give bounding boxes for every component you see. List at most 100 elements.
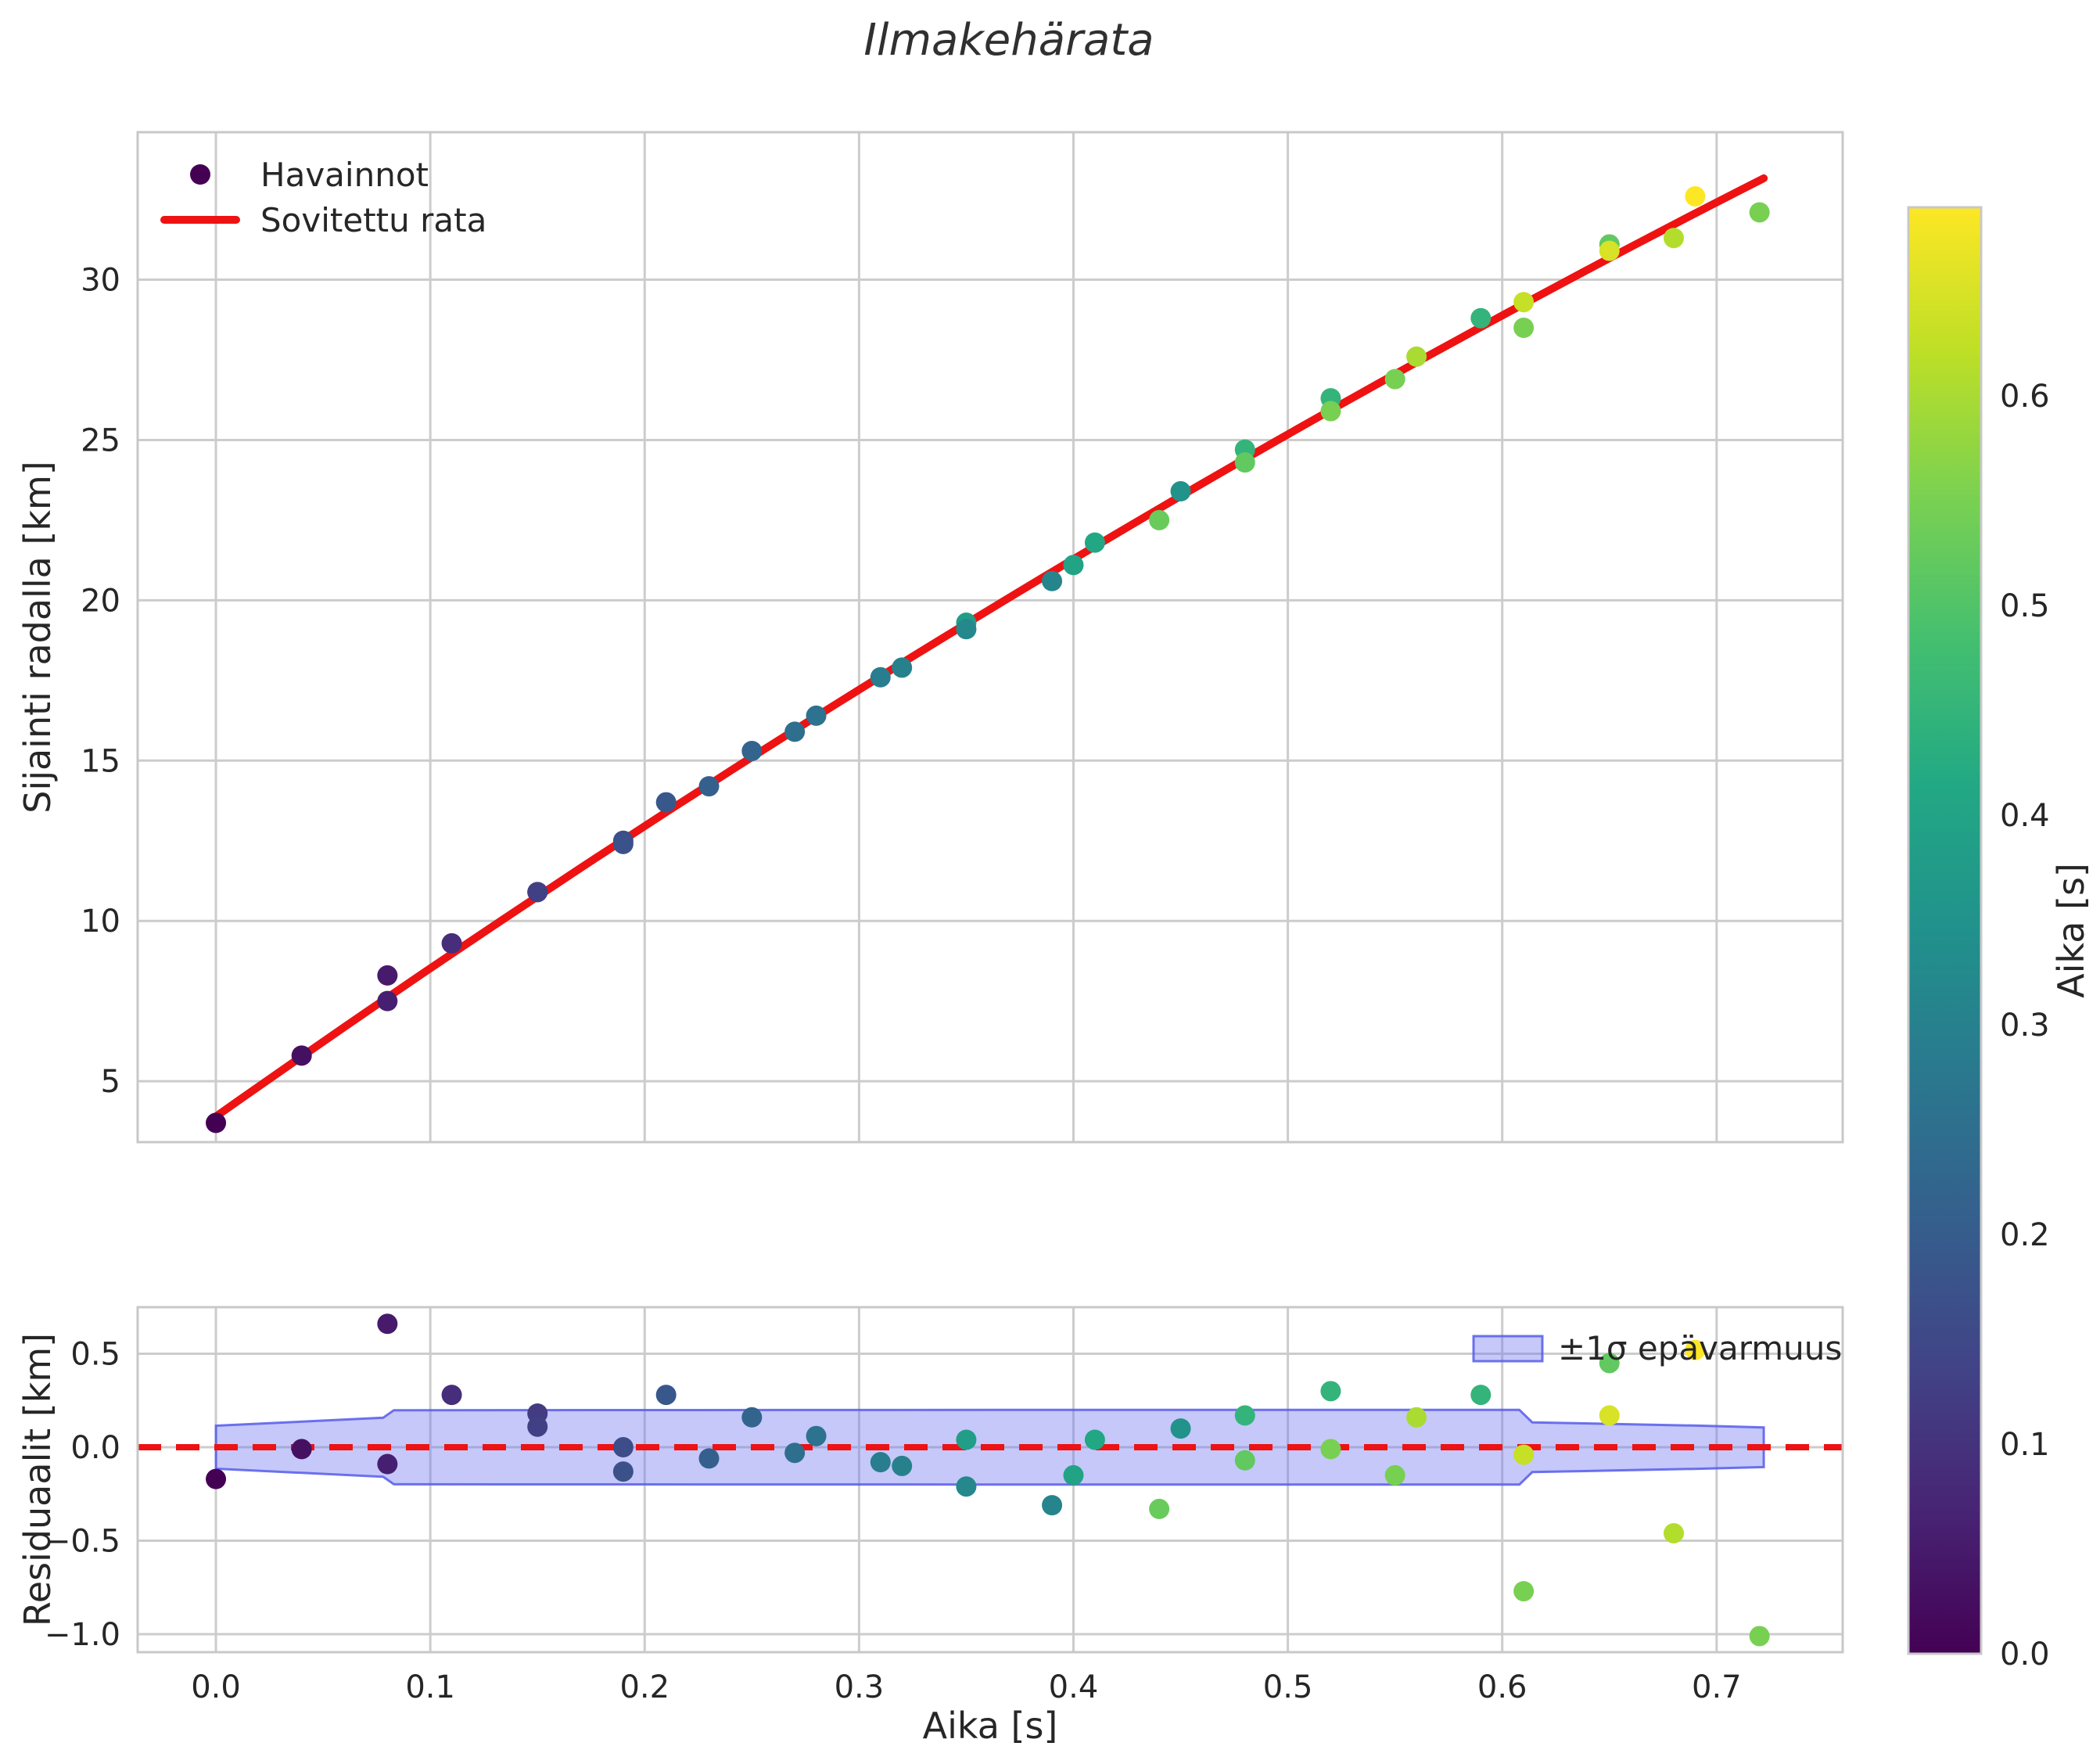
tick-label: 30: [81, 263, 120, 299]
residual-point: [1384, 1464, 1405, 1486]
tick-label: 0.2: [2000, 1217, 2050, 1253]
scatter-point: [377, 990, 398, 1011]
residual-point: [892, 1455, 913, 1476]
tick-label: 0.0: [2000, 1637, 2050, 1673]
residual-point: [1042, 1495, 1063, 1516]
residual-point: [956, 1429, 977, 1450]
scatter-point: [806, 705, 827, 726]
tick-label: 0.5: [1263, 1669, 1313, 1705]
scatter-point: [527, 882, 548, 903]
scatter-point: [1063, 555, 1084, 576]
tick-label: 0.4: [1049, 1669, 1099, 1705]
x-axis-tick-labels: 0.0 0.1 0.2 0.3 0.4 0.5 0.6 0.7: [191, 1669, 1741, 1705]
residual-plot-grid: [138, 1307, 1843, 1652]
tick-label: 0.3: [835, 1669, 885, 1705]
residual-plot-ylabel: Residuaalit [km]: [16, 1333, 59, 1626]
residual-point: [1063, 1464, 1084, 1486]
residual-point: [655, 1385, 677, 1406]
scatter-point: [870, 667, 891, 688]
residual-point: [1406, 1407, 1427, 1428]
scatter-point: [612, 833, 634, 854]
top-plot-grid: [138, 132, 1843, 1142]
top-plot-legend: Havainnot Sovitettu rata: [160, 156, 486, 239]
colorbar-gradient: [1907, 206, 1983, 1655]
legend-band-patch-icon: [1472, 1335, 1544, 1363]
residual-point: [1749, 1626, 1770, 1647]
tick-label: −0.5: [45, 1524, 120, 1560]
residual-point: [612, 1461, 634, 1482]
scatter-point: [1664, 228, 1685, 249]
scatter-point: [1084, 532, 1105, 553]
residual-point: [206, 1468, 227, 1489]
legend-label-band: ±1σ epävarmuus: [1558, 1329, 1842, 1367]
tick-label: 20: [81, 583, 120, 619]
tick-label: 25: [81, 422, 120, 458]
scatter-point: [741, 740, 763, 761]
tick-label: 5: [101, 1064, 120, 1100]
residual-point: [1149, 1498, 1170, 1519]
tick-label: 15: [81, 743, 120, 779]
colorbar-label: Aika [s]: [2050, 863, 2092, 998]
scatter-point: [1513, 318, 1535, 339]
residual-point: [1234, 1405, 1255, 1426]
scatter-point: [1320, 401, 1341, 422]
residual-point: [870, 1452, 891, 1473]
residual-point: [806, 1425, 827, 1446]
residual-point: [1513, 1444, 1535, 1465]
scatter-point: [784, 721, 806, 742]
residual-plot-frame: [136, 1306, 1844, 1654]
residual-point: [612, 1437, 634, 1458]
residual-point: [698, 1448, 720, 1469]
residual-point: [291, 1439, 312, 1460]
scatter-point: [1470, 307, 1492, 329]
tick-label: 10: [81, 904, 120, 940]
residual-point: [377, 1313, 398, 1335]
residual-point: [956, 1476, 977, 1497]
residual-point: [1234, 1450, 1255, 1471]
scatter-point: [1749, 202, 1770, 223]
scatter-point: [1170, 481, 1191, 502]
tick-label: 0.3: [2000, 1008, 2050, 1044]
top-plot-ytick-labels: 5 10 15 20 25 30: [81, 263, 120, 1101]
top-plot-ylabel: Sijainti radalla [km]: [16, 461, 59, 814]
fitted-line: [212, 174, 1768, 1121]
scatter-point: [655, 792, 677, 813]
residual-plot-data: [138, 1313, 1843, 1647]
residual-point: [1685, 1339, 1706, 1360]
colorbar: 0.0 0.1 0.2 0.3 0.4 0.5 0.6 Aika [s]: [1907, 206, 2092, 1673]
colorbar-tick-labels: 0.0 0.1 0.2 0.3 0.4 0.5 0.6: [2000, 379, 2050, 1673]
scatter-point: [1234, 452, 1255, 473]
tick-label: 0.2: [619, 1669, 669, 1705]
tick-label: 0.5: [2000, 588, 2050, 624]
scatter-point: [1384, 368, 1405, 390]
tick-label: 0.0: [191, 1669, 241, 1705]
tick-label: 0.1: [2000, 1427, 2050, 1463]
residual-plot-legend: ±1σ epävarmuus: [1472, 1329, 1842, 1367]
tick-label: −1.0: [45, 1617, 120, 1653]
residual-point: [1470, 1385, 1492, 1406]
scatter-point: [441, 932, 462, 954]
scatter-point: [1599, 240, 1620, 261]
legend-label-fit: Sovitettu rata: [260, 201, 486, 239]
tick-label: 0.0: [70, 1430, 120, 1466]
residual-plot-ytick-labels: 0.5 0.0 −0.5 −1.0: [45, 1337, 120, 1654]
residual-point: [1320, 1439, 1341, 1460]
scatter-point: [291, 1045, 312, 1066]
tick-label: 0.5: [70, 1337, 120, 1373]
x-axis-label: Aika [s]: [923, 1705, 1058, 1747]
tick-label: 0.6: [1477, 1669, 1527, 1705]
scatter-point: [1149, 509, 1170, 530]
scatter-point: [892, 657, 913, 678]
tick-label: 0.1: [405, 1669, 455, 1705]
legend-marker-dot-icon: [190, 164, 210, 185]
residual-point: [784, 1443, 806, 1464]
scatter-point: [1042, 570, 1063, 591]
residual-point: [441, 1385, 462, 1406]
residual-point: [527, 1416, 548, 1437]
tick-label: 0.7: [1692, 1669, 1742, 1705]
tick-label: 0.6: [2000, 379, 2050, 415]
residual-point: [1513, 1581, 1535, 1602]
residual-point: [1084, 1429, 1105, 1450]
